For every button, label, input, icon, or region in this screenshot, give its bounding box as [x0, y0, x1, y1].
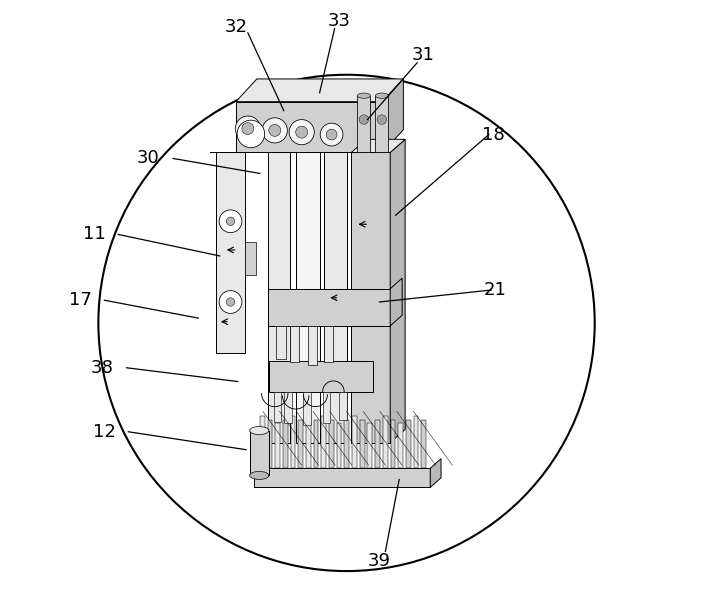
Circle shape [262, 118, 288, 143]
Bar [375, 96, 389, 152]
Bar [383, 416, 388, 468]
Circle shape [359, 115, 369, 124]
Bar [368, 423, 372, 468]
Bar [422, 420, 426, 468]
Bar [298, 420, 303, 468]
Polygon shape [382, 79, 404, 152]
Text: 18: 18 [482, 126, 505, 144]
Bar [250, 431, 269, 475]
Ellipse shape [250, 471, 269, 480]
Circle shape [295, 126, 308, 138]
Text: 39: 39 [368, 552, 391, 570]
Bar [308, 326, 317, 365]
Bar [329, 420, 334, 468]
Bar [313, 420, 318, 468]
Circle shape [219, 210, 242, 233]
Ellipse shape [357, 93, 371, 98]
Polygon shape [390, 139, 405, 443]
Bar [398, 423, 403, 468]
Bar [236, 102, 382, 152]
Circle shape [227, 217, 234, 225]
Bar [290, 326, 299, 362]
Bar [276, 326, 285, 359]
Bar [337, 423, 341, 468]
Circle shape [219, 291, 242, 313]
Bar [352, 416, 357, 468]
Circle shape [320, 123, 343, 146]
Circle shape [227, 298, 234, 306]
Text: 11: 11 [82, 225, 105, 243]
Bar [290, 416, 295, 468]
Polygon shape [430, 459, 441, 487]
Bar [245, 242, 256, 275]
Bar [344, 420, 349, 468]
Bar [406, 420, 411, 468]
Bar [324, 152, 346, 443]
Bar [306, 423, 310, 468]
Bar [217, 152, 245, 353]
Polygon shape [351, 139, 405, 152]
Text: 32: 32 [224, 18, 247, 36]
Circle shape [235, 116, 260, 141]
Bar [414, 416, 419, 468]
Text: 30: 30 [137, 150, 159, 167]
Bar [324, 326, 333, 362]
Bar [360, 420, 364, 468]
Circle shape [377, 115, 386, 124]
Text: 38: 38 [91, 359, 114, 377]
Text: 31: 31 [412, 46, 435, 64]
Bar [351, 152, 390, 443]
Circle shape [242, 123, 254, 135]
Bar [323, 392, 331, 423]
Text: 21: 21 [483, 281, 506, 299]
Bar [321, 416, 326, 468]
Bar [260, 416, 265, 468]
Bar [303, 392, 311, 425]
Bar [284, 392, 292, 423]
Circle shape [269, 124, 281, 136]
Bar [391, 420, 395, 468]
Bar [295, 152, 320, 443]
Text: 33: 33 [327, 12, 351, 30]
Circle shape [326, 129, 337, 140]
Bar [275, 423, 280, 468]
Bar [267, 289, 390, 326]
Bar [375, 420, 380, 468]
Bar [339, 392, 347, 420]
Bar [357, 96, 371, 152]
Ellipse shape [250, 426, 269, 435]
Text: 12: 12 [93, 423, 115, 441]
Circle shape [237, 120, 265, 148]
Circle shape [289, 120, 314, 145]
Bar [283, 420, 288, 468]
Bar [254, 468, 430, 487]
Bar [267, 152, 290, 443]
Bar [269, 361, 374, 392]
Bar [274, 392, 281, 422]
Polygon shape [390, 278, 402, 326]
Bar [267, 420, 272, 468]
Polygon shape [236, 79, 404, 102]
Text: 17: 17 [69, 291, 92, 309]
Ellipse shape [375, 93, 389, 98]
